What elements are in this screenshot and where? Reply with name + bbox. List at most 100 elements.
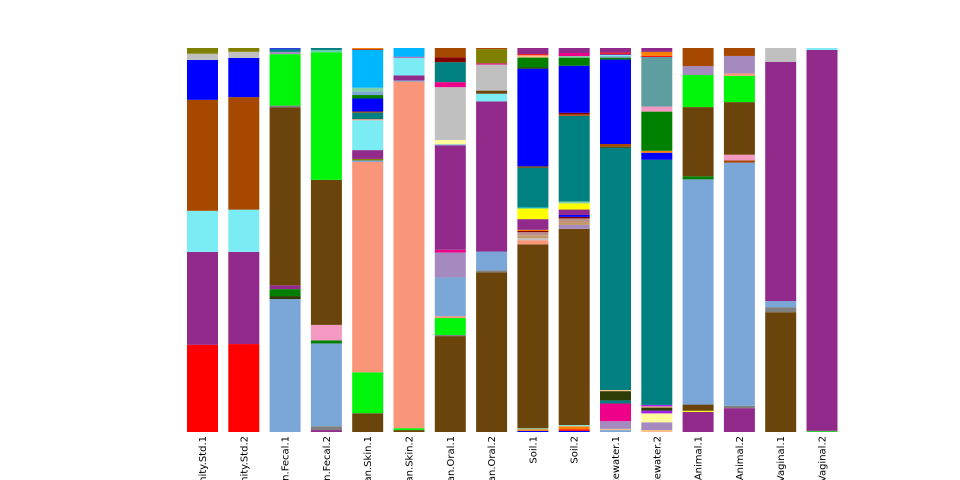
bar-segment (723, 48, 755, 56)
bar-segment (600, 403, 631, 422)
bar-segment (558, 224, 590, 229)
bar-segment (310, 430, 342, 432)
bar-segment (310, 52, 342, 180)
bar-segment (682, 411, 714, 432)
bar-segment (641, 51, 673, 56)
bar-segment (269, 285, 301, 290)
bar-segment (517, 238, 549, 241)
bar-segment (476, 251, 508, 271)
bar-segment (310, 324, 342, 341)
bar-segment (517, 166, 549, 168)
bar-segment (434, 140, 466, 145)
bar-Vaginal.2 (806, 48, 838, 432)
bar-segment (517, 167, 549, 208)
bar-Animal.2 (723, 48, 755, 432)
bar-segment (310, 48, 342, 50)
x-tick-label: Community.Std.2 (239, 436, 250, 480)
bar-segment (187, 48, 218, 54)
bar-segment (517, 55, 549, 58)
x-tick-label: Human.Oral.2 (487, 436, 498, 480)
bars-layer (187, 48, 838, 432)
bar-Animal.1 (682, 48, 714, 432)
bar-Human.Fecal.1 (269, 48, 301, 432)
bar-segment (682, 176, 714, 180)
bar-segment (517, 54, 549, 56)
bar-segment (476, 272, 508, 432)
bar-segment (352, 158, 384, 161)
x-tick-label: Animal.2 (735, 436, 746, 480)
x-tick-label: Soil.2 (570, 436, 581, 464)
bar-segment (806, 48, 838, 50)
bar-Human.Skin.2 (393, 48, 425, 432)
bar-segment (393, 430, 425, 432)
bar-segment (393, 57, 425, 76)
bar-segment (434, 249, 466, 253)
bar-segment (310, 426, 342, 431)
bar-segment (269, 48, 301, 50)
bar-segment (269, 299, 301, 432)
bar-Human.Oral.1 (434, 48, 466, 432)
bar-segment (476, 48, 508, 50)
x-tick-label: Soil.1 (528, 436, 539, 464)
bar-segment (269, 51, 301, 55)
bar-segment (558, 425, 590, 427)
bar-segment (558, 429, 590, 431)
bar-segment (352, 112, 384, 120)
bar-segment (558, 430, 590, 432)
bar-segment (352, 98, 384, 112)
bar-segment (187, 53, 218, 60)
bar-segment (476, 49, 508, 64)
bar-segment (187, 99, 218, 211)
bar-segment (187, 344, 218, 432)
x-tick-label: Animal.1 (694, 436, 705, 480)
bar-segment (310, 179, 342, 325)
bar-segment (600, 57, 631, 60)
bar-segment (352, 49, 384, 88)
bar-segment (517, 235, 549, 239)
x-tick-label: Community.Std.1 (198, 436, 209, 480)
bar-segment (476, 64, 508, 91)
bar-segment (641, 430, 673, 432)
bar-segment (765, 301, 797, 308)
bar-Wastewater.1 (600, 48, 631, 432)
bar-segment (723, 162, 755, 406)
bar-segment (558, 115, 590, 202)
bar-segment (723, 408, 755, 432)
bar-segment (517, 244, 549, 429)
bar-Soil.2 (558, 48, 590, 432)
bar-segment (517, 428, 549, 430)
bar-segment (600, 147, 631, 390)
bar-segment (682, 66, 714, 76)
bar-segment (393, 80, 425, 82)
bar-segment (641, 406, 673, 408)
bar-segment (517, 208, 549, 220)
bar-segment (600, 53, 631, 55)
bar-segment (517, 232, 549, 236)
bar-segment (434, 277, 466, 317)
bar-segment (352, 91, 384, 96)
bar-segment (641, 106, 673, 112)
bar-segment (434, 252, 466, 278)
bar-segment (228, 97, 260, 210)
bar-segment (723, 160, 755, 163)
bar-segment (765, 307, 797, 313)
bar-segment (682, 404, 714, 411)
bar-segment (434, 87, 466, 141)
bar-segment (600, 421, 631, 429)
bar-segment (476, 270, 508, 273)
bar-segment (187, 251, 218, 345)
bar-segment (641, 159, 673, 405)
bar-segment (517, 231, 549, 233)
bar-segment (434, 82, 466, 88)
bar-segment (600, 391, 631, 401)
bar-segment (434, 318, 466, 335)
bar-segment (641, 48, 673, 52)
bar-segment (558, 201, 590, 204)
bar-segment (723, 75, 755, 103)
bar-segment (600, 56, 631, 58)
bar-segment (641, 404, 673, 407)
bar-segment (393, 81, 425, 429)
bar-segment (682, 107, 714, 177)
bar-segment (558, 218, 590, 222)
bar-segment (352, 111, 384, 113)
